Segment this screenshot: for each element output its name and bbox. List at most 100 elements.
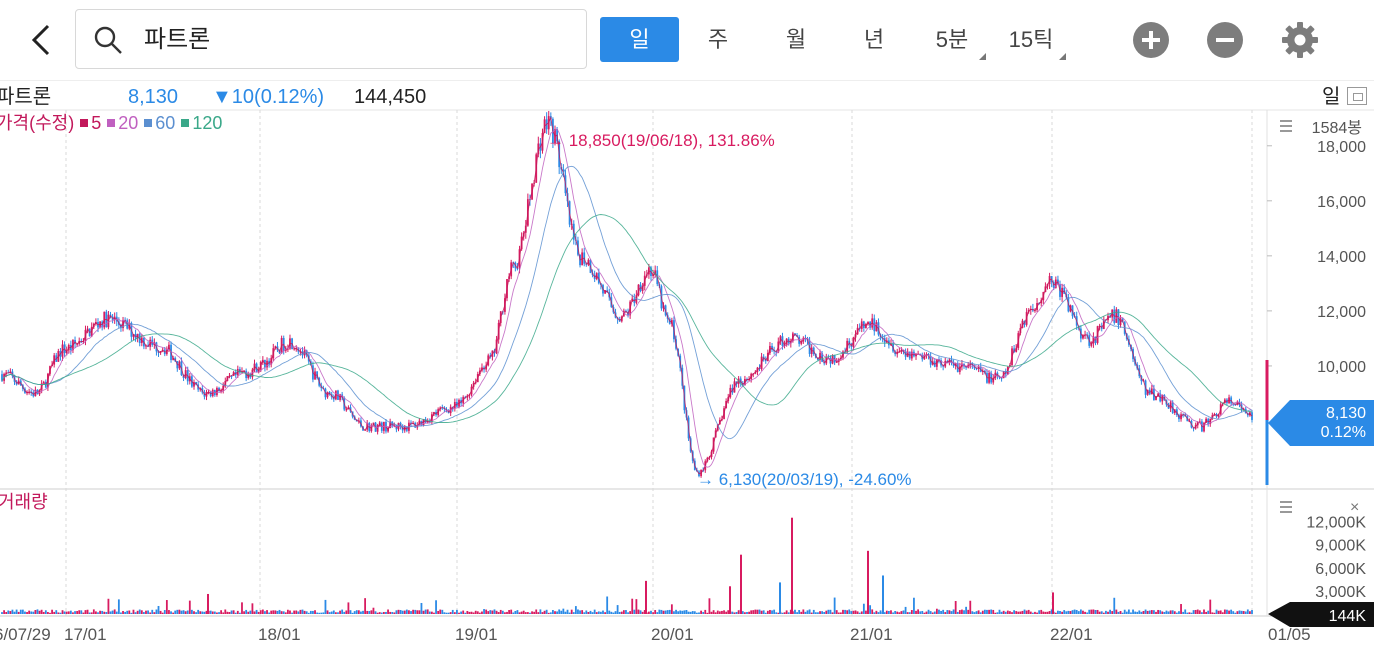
volume-bar — [476, 611, 479, 614]
volume-bar — [134, 612, 137, 614]
volume-bar — [307, 612, 310, 614]
volume-bar — [86, 609, 89, 614]
volume-bar — [585, 610, 588, 614]
volume-bar — [777, 612, 780, 614]
volume-bar — [1065, 611, 1068, 614]
volume-bar — [545, 609, 548, 614]
volume-bar — [837, 612, 840, 614]
volume-bar — [829, 609, 832, 614]
volume-bar — [40, 609, 43, 614]
volume-bar — [856, 611, 859, 614]
volume-bar — [34, 610, 37, 614]
volume-bar — [80, 610, 83, 614]
candle-body — [230, 375, 233, 377]
volume-bar — [370, 610, 373, 614]
volume-bar — [1219, 610, 1222, 614]
tab-period-year[interactable]: 년 — [863, 27, 885, 52]
volume-bar — [357, 610, 360, 614]
x-tick-label: 6/07/29 — [0, 625, 51, 644]
volume-bar — [1209, 599, 1212, 614]
volume-bar — [754, 609, 757, 614]
volume-bar — [556, 611, 558, 614]
zoom-in-icon[interactable] — [1133, 22, 1169, 58]
volume-bar — [958, 610, 961, 614]
volume-bar — [821, 611, 824, 614]
price-candles — [1, 110, 1253, 478]
volume-bar — [355, 610, 358, 614]
volume-bar — [591, 612, 594, 614]
volume-bar — [1163, 611, 1166, 614]
volume-bar — [274, 610, 277, 614]
volume-bar — [145, 610, 147, 614]
volume-bar — [541, 612, 544, 614]
volume-bar — [443, 612, 446, 614]
tab-period-week[interactable]: 주 — [707, 27, 729, 52]
volume-spike — [645, 580, 647, 614]
volume-bar — [526, 612, 529, 614]
volume-bar — [956, 611, 959, 614]
volume-bar — [998, 609, 1001, 614]
volume-bar — [698, 612, 700, 614]
volume-bar — [673, 611, 675, 614]
volume-bar — [364, 598, 367, 614]
volume-bar — [1115, 609, 1118, 614]
volume-bar — [474, 610, 477, 614]
volume-bar — [69, 610, 72, 614]
volume-bar — [122, 610, 124, 614]
volume-bar — [879, 610, 882, 614]
volume-bar — [931, 612, 934, 614]
volume-bar — [366, 610, 369, 614]
volume-bar — [259, 610, 262, 614]
volume-bar — [919, 611, 922, 614]
tab-period-5min[interactable]: 5분 — [928, 17, 986, 62]
volume-bar — [320, 612, 323, 614]
volume-tick-label: 3,000K — [1315, 584, 1366, 601]
volume-bar — [952, 609, 955, 614]
volume-bar — [558, 609, 561, 614]
volume-bar — [460, 611, 462, 614]
volume-bar — [416, 610, 419, 614]
search-box[interactable]: 파트론 — [75, 9, 587, 69]
back-arrow-icon[interactable] — [22, 20, 62, 60]
ma20-line — [1, 128, 1253, 468]
volume-bar — [639, 610, 642, 614]
tab-period-month[interactable]: 월 — [785, 27, 807, 52]
volume-bar — [910, 610, 913, 614]
volume-bar — [489, 610, 492, 614]
volume-bar — [1130, 612, 1132, 614]
volume-bar — [113, 609, 116, 614]
volume-bar — [687, 611, 690, 614]
volume-bar — [67, 611, 70, 614]
tab-period-15tick[interactable]: 15틱 — [1006, 17, 1066, 62]
volume-bar — [322, 612, 325, 614]
volume-bar — [873, 612, 876, 614]
volume-bar — [950, 611, 953, 614]
volume-bar — [57, 612, 60, 614]
volume-bar — [1244, 611, 1247, 614]
volume-bar — [1004, 611, 1007, 614]
volume-bar — [885, 610, 888, 614]
volume-bar — [904, 606, 907, 614]
volume-bar — [764, 612, 767, 614]
volume-bar — [72, 612, 74, 614]
volume-bar — [451, 609, 454, 614]
volume-bar — [752, 610, 755, 614]
volume-bar — [226, 611, 229, 614]
volume-bar — [848, 609, 851, 614]
volume-bar — [1077, 611, 1080, 614]
volume-bar — [524, 612, 527, 614]
expand-checkbox[interactable] — [1347, 87, 1367, 105]
volume-bar — [295, 610, 298, 614]
tab-period-day[interactable]: 일 — [600, 17, 679, 62]
gear-icon[interactable] — [1280, 20, 1320, 60]
volume-bar — [600, 611, 602, 614]
volume-bar — [681, 610, 684, 614]
volume-bar — [988, 609, 990, 614]
zoom-out-icon[interactable] — [1207, 22, 1243, 58]
volume-bar — [961, 609, 963, 614]
volume-bar — [1249, 611, 1251, 614]
volume-bar — [635, 599, 638, 614]
volume-bar — [769, 609, 771, 614]
volume-bar — [806, 610, 809, 614]
volume-bar — [883, 612, 886, 614]
